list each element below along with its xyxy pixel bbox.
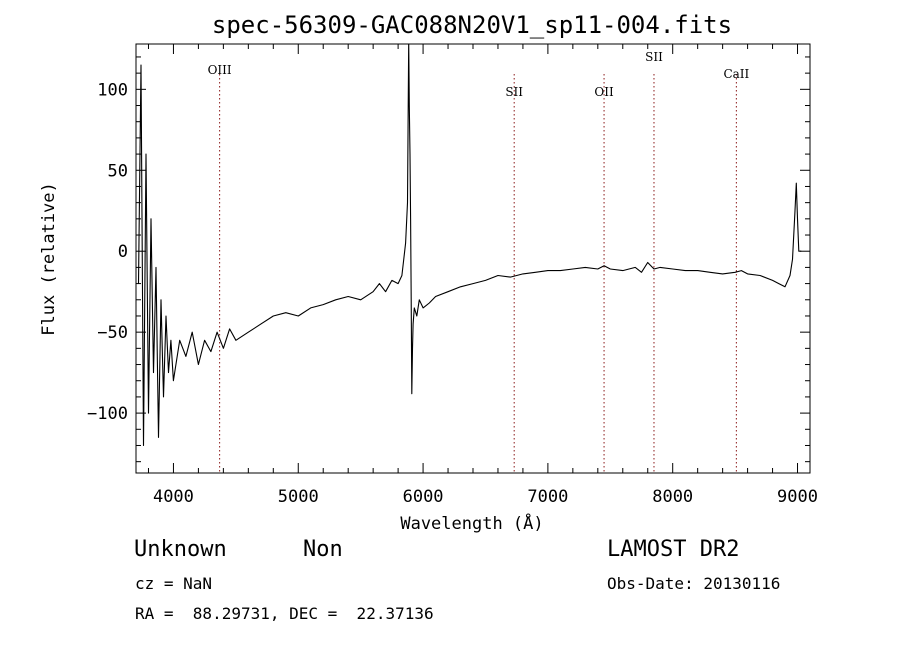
- spectral-line-label: OII: [594, 85, 614, 99]
- spectral-line-markers: OIII SII OII SII CaII: [208, 50, 750, 473]
- spectrum-line: [137, 44, 802, 447]
- x-tick-label: 5000: [278, 487, 319, 507]
- plot-frame: [135, 43, 811, 474]
- spectral-line-label: CaII: [723, 67, 749, 81]
- x-tick-label: 8000: [652, 487, 693, 507]
- y-axis-ticks: −100 −50 0 50 100: [87, 56, 810, 463]
- y-tick-label: −100: [87, 404, 128, 424]
- x-axis-ticks: 4000 5000 6000 7000 8000 9000: [147, 44, 818, 507]
- x-tick-label: 9000: [777, 487, 818, 507]
- spectral-line-label: SII: [505, 85, 523, 99]
- x-tick-label: 7000: [527, 487, 568, 507]
- y-tick-label: 0: [118, 242, 128, 262]
- object-subclass: Non: [303, 537, 343, 562]
- y-tick-label: −50: [97, 323, 128, 343]
- observation-date: Obs-Date: 20130116: [607, 574, 781, 593]
- chart-title: spec-56309-GAC088N20V1_sp11-004.fits: [212, 11, 732, 39]
- ra-dec-coordinates: RA = 88.29731, DEC = 22.37136: [135, 604, 434, 623]
- x-axis-label: Wavelength (Å): [400, 512, 543, 534]
- y-tick-label: 100: [97, 80, 128, 100]
- redshift-cz: cz = NaN: [135, 574, 213, 593]
- plot-area: OIII SII OII SII CaII 4000 5000 6000 7000 8000 90…: [87, 43, 818, 507]
- spectral-line-label: OIII: [208, 63, 232, 77]
- object-class: Unknown: [134, 537, 227, 562]
- y-tick-label: 50: [108, 161, 128, 181]
- x-tick-label: 6000: [403, 487, 444, 507]
- y-axis-label: Flux (relative): [39, 182, 59, 336]
- survey-name: LAMOST DR2: [607, 537, 740, 562]
- spectral-line-label: SII: [645, 50, 663, 64]
- x-tick-label: 4000: [153, 487, 194, 507]
- spectrum-series: [137, 44, 802, 447]
